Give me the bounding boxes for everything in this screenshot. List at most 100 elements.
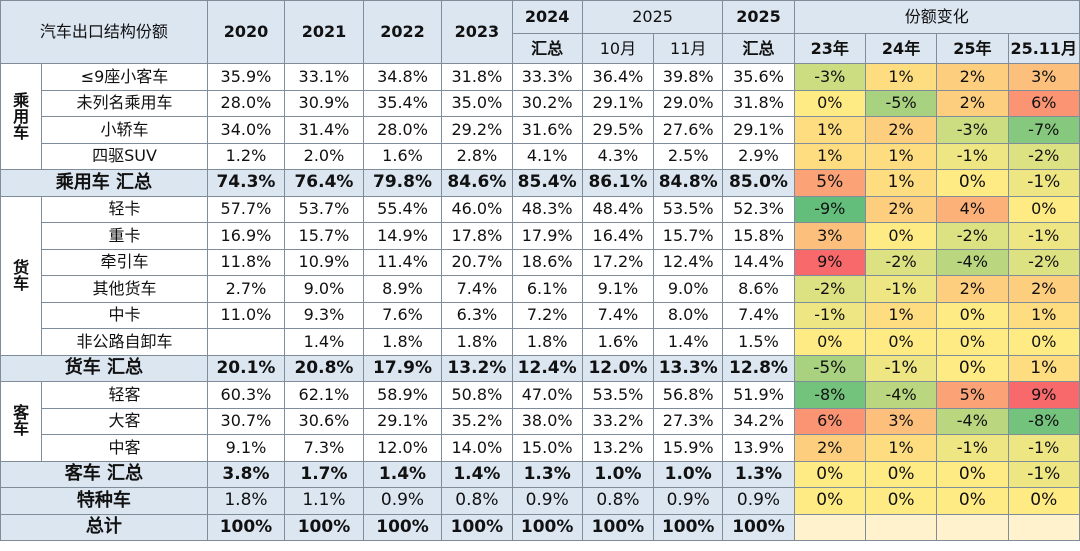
share-value-cell: 31.8%	[722, 89, 795, 117]
col-header-chg-2511: 25.11月	[1007, 33, 1080, 64]
table-row: 乘用车 ≤9座小客车 35.9% 33.1% 34.8% 31.8% 33.3% 36.4% 3…	[0, 63, 1080, 170]
item-name: 未列名乘用车	[41, 89, 208, 117]
summary-label: 货车 汇总	[0, 354, 208, 382]
share-value-cell: 4.3%	[581, 142, 655, 170]
table-row: 货车轻卡 57.7% 53.7% 55.4% 46.0% 48.3% 48.4% 53.5% 5…	[0, 195, 1080, 356]
share-value-cell: 0.8%	[441, 487, 513, 515]
share-change-cell	[936, 513, 1009, 541]
share-value-cell: 2.5%	[653, 142, 724, 170]
share-value-cell: 34.8%	[362, 63, 443, 91]
share-value-cell: 100%	[722, 513, 795, 541]
table-row: 未列名乘用车 28.0% 30.9% 35.4% 35.0% 30.2% 29.1% 29.0…	[1, 89, 1080, 117]
share-value-cell: 100%	[441, 513, 513, 541]
share-value-cell: 1.0%	[581, 460, 655, 488]
item-name: 其他货车	[41, 275, 208, 303]
share-value-cell: 14.0%	[441, 434, 513, 462]
share-value-cell: 84.6%	[441, 169, 513, 197]
share-change-cell: -5%	[793, 354, 866, 382]
col-header-chg-25: 25年	[936, 33, 1009, 64]
share-value-cell: 7.4%	[441, 275, 513, 303]
share-change-cell: 0%	[864, 222, 938, 250]
summary-label: 客车 汇总	[0, 460, 208, 488]
share-value-cell: 9.0%	[653, 275, 724, 303]
share-value-cell: 0.9%	[511, 487, 583, 515]
share-value-cell: 1.2%	[206, 142, 286, 170]
table-row: 非公路自卸车 1.4% 1.8% 1.8% 1.8% 1.6% 1.4% 1.5% 0% 0% 0%…	[1, 328, 1080, 356]
share-value-cell: 2.8%	[441, 142, 513, 170]
share-value-cell: 20.1%	[206, 354, 286, 382]
share-change-cell: 1%	[793, 116, 866, 144]
share-change-cell: -7%	[1007, 116, 1080, 144]
share-value-cell: 38.0%	[511, 407, 583, 435]
share-value-cell: 27.3%	[653, 407, 724, 435]
share-change-cell: 9%	[1007, 381, 1080, 409]
summary-label: 乘用车 汇总	[0, 169, 208, 197]
share-value-cell: 74.3%	[206, 169, 286, 197]
share-value-cell: 57.7%	[206, 195, 286, 223]
summary-row: 特种车 1.8% 1.1% 0.9% 0.8% 0.9% 0.8% 0.9% 0.9% 0% 0% 0…	[0, 487, 1080, 515]
share-value-cell: 29.5%	[581, 116, 655, 144]
share-value-cell: 100%	[284, 513, 364, 541]
group-label-char: 用	[13, 106, 30, 126]
share-change-cell: 0%	[936, 460, 1009, 488]
col-header-2021: 2021	[284, 0, 364, 64]
share-value-cell: 52.3%	[722, 195, 795, 223]
share-value-cell: 34.2%	[722, 407, 795, 435]
share-value-cell: 53.5%	[653, 195, 724, 223]
share-value-cell: 27.6%	[653, 116, 724, 144]
summary-row: 客车 汇总 3.8% 1.7% 1.4% 1.4% 1.3% 1.0% 1.0% 1.3% 0% 0…	[0, 460, 1080, 488]
share-change-cell: 0%	[793, 328, 866, 356]
share-value-cell: 17.2%	[581, 248, 655, 276]
share-value-cell: 1.8%	[362, 328, 443, 356]
share-change-cell: -1%	[864, 275, 938, 303]
col-header-2020: 2020	[206, 0, 286, 64]
share-value-cell: 0.9%	[653, 487, 724, 515]
share-change-cell: 3%	[864, 407, 938, 435]
share-value-cell: 31.6%	[511, 116, 583, 144]
share-value-cell: 11.8%	[206, 248, 286, 276]
share-value-cell: 100%	[581, 513, 655, 541]
share-value-cell: 0.9%	[722, 487, 795, 515]
share-change-cell	[864, 513, 938, 541]
share-value-cell: 15.8%	[722, 222, 795, 250]
share-value-cell: 86.1%	[581, 169, 655, 197]
group-label-char: 车	[13, 122, 30, 142]
share-value-cell: 4.1%	[511, 142, 583, 170]
share-change-cell: 2%	[936, 63, 1009, 91]
share-value-cell	[206, 328, 286, 356]
share-value-cell: 1.4%	[362, 460, 443, 488]
share-value-cell: 100%	[511, 513, 583, 541]
share-change-cell: 0%	[793, 460, 866, 488]
share-value-cell: 13.9%	[722, 434, 795, 462]
share-value-cell: 55.4%	[362, 195, 443, 223]
share-value-cell: 6.3%	[441, 301, 513, 329]
share-change-cell: 2%	[1007, 275, 1080, 303]
table-row: 重卡 16.9% 15.7% 14.9% 17.8% 17.9% 16.4% 15.7% 15.…	[1, 222, 1080, 250]
share-value-cell: 85.0%	[722, 169, 795, 197]
share-value-cell: 35.4%	[362, 89, 443, 117]
share-value-cell: 13.2%	[581, 434, 655, 462]
col-header-share-change: 份额变化	[793, 0, 1080, 34]
group-label-passenger: 乘用车	[0, 63, 43, 170]
share-change-cell: 2%	[936, 275, 1009, 303]
share-value-cell: 47.0%	[511, 381, 583, 409]
share-value-cell: 56.8%	[653, 381, 724, 409]
summary-row: 总计 100% 100% 100% 100% 100% 100% 100% 100%	[0, 513, 1080, 541]
share-value-cell: 0.8%	[581, 487, 655, 515]
share-change-cell: -1%	[793, 301, 866, 329]
header-row-bottom: 汇总 10月 11月 汇总 23年 24年 25年 25.11月	[1, 33, 1080, 64]
table-row: 中卡 11.0% 9.3% 7.6% 6.3% 7.2% 7.4% 8.0% 7.4% -1% 1%…	[1, 301, 1080, 329]
share-change-cell: -2%	[864, 248, 938, 276]
share-change-cell: -3%	[793, 63, 866, 91]
share-value-cell: 60.3%	[206, 381, 286, 409]
col-header-oct: 10月	[581, 33, 655, 64]
share-change-cell: -2%	[936, 222, 1009, 250]
share-value-cell: 9.0%	[284, 275, 364, 303]
share-value-cell: 35.6%	[722, 63, 795, 91]
summary-row: 货车 汇总 20.1% 20.8% 17.9% 13.2% 12.4% 12.0% 13.3%…	[0, 354, 1080, 382]
share-value-cell: 9.1%	[206, 434, 286, 462]
share-change-cell: 0%	[864, 328, 938, 356]
share-change-cell: 5%	[793, 169, 866, 197]
share-change-cell: 1%	[1007, 354, 1080, 382]
